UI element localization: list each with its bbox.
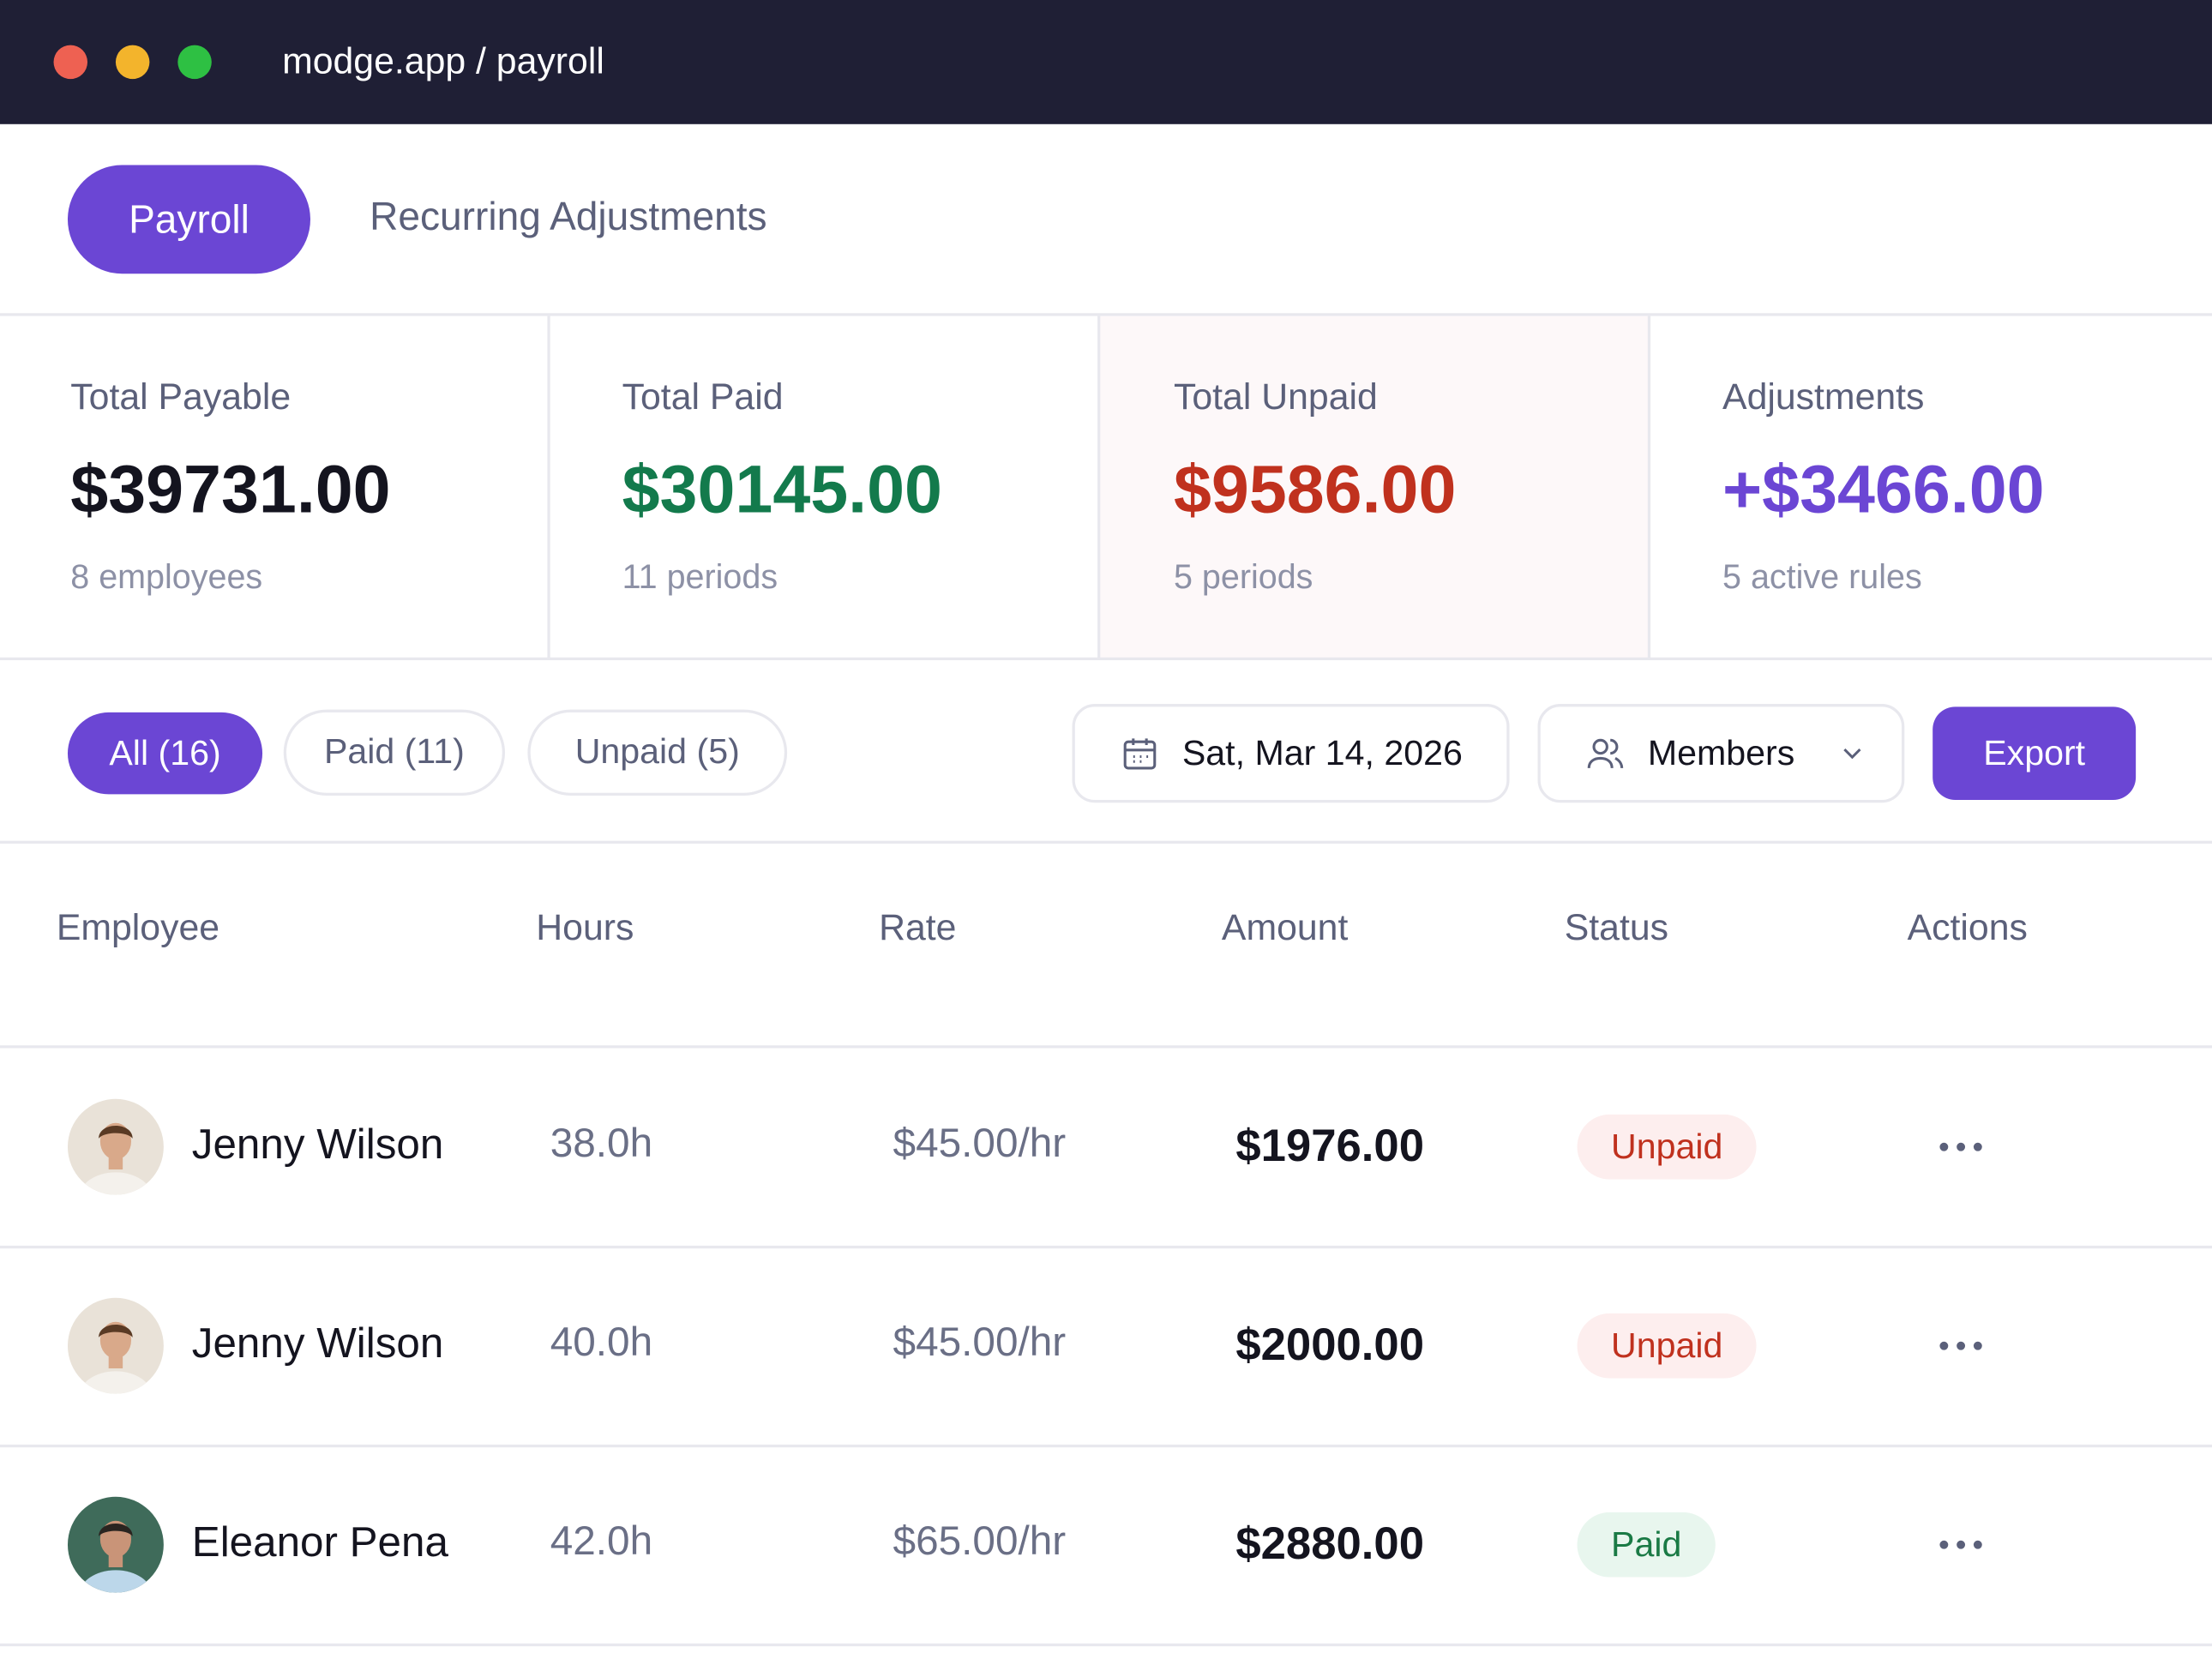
minimize-dot[interactable] bbox=[115, 45, 150, 80]
stat-value: $9586.00 bbox=[1173, 453, 1457, 528]
stat-note: 5 periods bbox=[1173, 558, 1313, 598]
stat-label: Total Unpaid bbox=[1173, 375, 1378, 418]
employee-name: Eleanor Pena bbox=[191, 1519, 448, 1566]
stat-label: Total Payable bbox=[70, 375, 292, 418]
amount: $2000.00 bbox=[1235, 1319, 1424, 1370]
chevron bbox=[1843, 748, 1861, 760]
rate: $45.00/hr bbox=[893, 1320, 1067, 1366]
avatar-image bbox=[79, 1321, 153, 1394]
members-dropdown[interactable]: Members bbox=[1537, 704, 1905, 803]
avatar-image bbox=[79, 1520, 153, 1593]
column-header: Status bbox=[1564, 905, 1669, 948]
tab[interactable]: Recurring Adjustments bbox=[370, 195, 767, 239]
rate: $45.00/hr bbox=[893, 1121, 1067, 1167]
row-actions[interactable] bbox=[1935, 1530, 1986, 1559]
divider bbox=[0, 1045, 2212, 1049]
row-divider bbox=[0, 1245, 2212, 1249]
close-dot[interactable] bbox=[53, 45, 88, 80]
column-header: Rate bbox=[879, 905, 957, 948]
filter-active[interactable]: All (16) bbox=[67, 712, 263, 795]
stat-card bbox=[550, 316, 1101, 659]
stat-card bbox=[0, 316, 550, 659]
status-badge: Unpaid bbox=[1577, 1313, 1757, 1379]
divider bbox=[0, 313, 2212, 316]
row-divider bbox=[0, 1444, 2212, 1448]
avatar-image bbox=[79, 1122, 153, 1195]
rate: $65.00/hr bbox=[893, 1519, 1067, 1565]
export-button[interactable]: Export bbox=[1932, 706, 2137, 800]
hours: 38.0h bbox=[550, 1121, 653, 1167]
avatar bbox=[67, 1297, 164, 1394]
stat-label: Adjustments bbox=[1722, 375, 1925, 418]
employee-name: Jenny Wilson bbox=[191, 1121, 444, 1169]
calendar-icon bbox=[1123, 738, 1157, 770]
stat-card bbox=[1100, 316, 1651, 659]
stat-note: 11 periods bbox=[622, 558, 778, 598]
hours: 42.0h bbox=[550, 1519, 653, 1565]
status-badge: Paid bbox=[1577, 1512, 1716, 1578]
column-header: Employee bbox=[56, 905, 220, 948]
maximize-dot[interactable] bbox=[177, 45, 212, 80]
amount: $2880.00 bbox=[1235, 1518, 1424, 1569]
amount: $1976.00 bbox=[1235, 1120, 1424, 1171]
tab-active[interactable]: Payroll bbox=[67, 165, 310, 274]
date: Sat, Mar 14, 2026 bbox=[1181, 732, 1463, 772]
title-bar bbox=[0, 0, 2212, 124]
status-badge: Unpaid bbox=[1577, 1114, 1757, 1180]
stat-value: +$3466.00 bbox=[1722, 453, 2045, 528]
stat-note: 5 active rules bbox=[1722, 558, 1922, 598]
stat-note: 8 employees bbox=[70, 558, 263, 598]
filter[interactable]: Paid (11) bbox=[283, 709, 506, 796]
column-header: Hours bbox=[536, 905, 634, 948]
date-picker[interactable]: Sat, Mar 14, 2026 bbox=[1072, 704, 1510, 803]
avatar bbox=[67, 1098, 164, 1195]
url: modge.app / payroll bbox=[282, 39, 604, 82]
avatar bbox=[67, 1496, 164, 1593]
stat-label: Total Paid bbox=[622, 375, 784, 418]
employee-name: Jenny Wilson bbox=[191, 1320, 444, 1367]
row-divider bbox=[0, 1643, 2212, 1647]
stat-value: $30145.00 bbox=[622, 453, 942, 528]
row-actions[interactable] bbox=[1935, 1133, 1986, 1161]
filter[interactable]: Unpaid (5) bbox=[527, 709, 788, 796]
column-header: Amount bbox=[1221, 905, 1349, 948]
members: Members bbox=[1647, 732, 1795, 772]
divider bbox=[0, 657, 2212, 661]
column-header: Actions bbox=[1907, 905, 2028, 948]
row-actions[interactable] bbox=[1935, 1331, 1986, 1360]
members-icon bbox=[1587, 738, 1624, 769]
stat-value: $39731.00 bbox=[70, 453, 391, 528]
hours: 40.0h bbox=[550, 1320, 653, 1366]
divider bbox=[0, 840, 2212, 844]
